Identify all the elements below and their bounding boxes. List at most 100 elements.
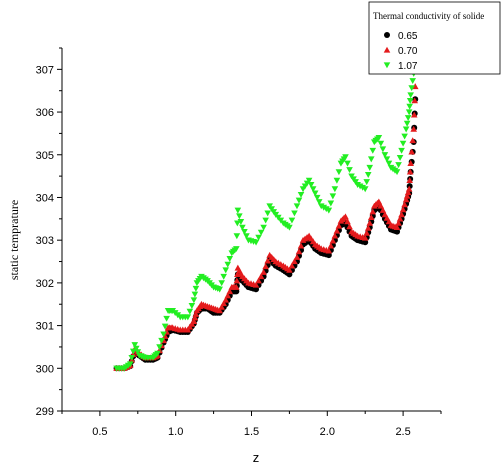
data-point: [233, 277, 241, 284]
data-point: [333, 227, 341, 234]
data-point: [364, 224, 372, 231]
data-point: [406, 98, 414, 104]
data-point: [252, 281, 260, 288]
data-point: [325, 247, 333, 254]
data-point: [192, 285, 200, 292]
data-point: [288, 217, 296, 224]
data-point: [239, 224, 246, 231]
y-tick-label: 304: [36, 192, 54, 204]
data-point: [297, 191, 305, 198]
data-point: [398, 147, 405, 154]
data-point: [407, 92, 414, 99]
data-point: [291, 258, 298, 265]
data-point: [377, 202, 385, 209]
data-point: [367, 214, 375, 221]
data-point: [286, 266, 293, 273]
legend-entries: 0.65 0.70 1.07: [383, 31, 418, 72]
data-point: [399, 140, 407, 147]
data-point: [327, 200, 335, 207]
data-point: [297, 242, 305, 249]
data-point: [184, 314, 192, 321]
data-point: [408, 85, 415, 92]
data-point: [406, 177, 413, 184]
data-point: [409, 137, 417, 144]
y-tick-label: 303: [36, 235, 54, 247]
data-point: [128, 354, 136, 361]
data-point: [188, 303, 196, 309]
data-point: [216, 286, 223, 293]
data-point: [161, 332, 169, 339]
data-point: [243, 233, 250, 240]
data-point: [383, 156, 391, 163]
data-point: [381, 152, 389, 159]
data-point: [262, 263, 269, 270]
data-point: [346, 167, 353, 174]
data-point: [134, 349, 142, 356]
legend-marker-0.65: [384, 32, 390, 38]
data-point: [255, 277, 262, 284]
data-point: [331, 186, 339, 193]
data-point: [325, 207, 333, 214]
data-point: [233, 246, 240, 253]
data-point: [192, 310, 200, 317]
data-point: [218, 303, 225, 310]
data-point: [335, 222, 343, 229]
data-point: [329, 237, 337, 244]
data-point: [395, 162, 402, 169]
data-point: [191, 314, 199, 321]
legend-label-0.65: 0.65: [398, 31, 418, 42]
data-point: [406, 103, 413, 110]
y-tick-label: 305: [36, 150, 54, 162]
data-point: [293, 253, 301, 260]
data-point: [409, 78, 417, 85]
data-point: [255, 234, 262, 241]
data-point: [293, 203, 301, 210]
data-point: [286, 224, 293, 231]
data-point: [132, 345, 140, 352]
x-tick-label: 2.0: [320, 426, 335, 438]
data-point: [264, 210, 271, 217]
data-point: [366, 219, 374, 226]
y-tick-label: 301: [36, 321, 54, 333]
data-point: [158, 337, 165, 344]
legend-marker-1.07: [383, 62, 391, 69]
data-point: [156, 344, 163, 351]
data-point: [361, 186, 369, 193]
data-point: [161, 323, 169, 330]
data-point: [226, 288, 234, 295]
data-point: [220, 300, 228, 307]
data-point: [327, 242, 335, 249]
data-point: [329, 193, 337, 200]
data-point: [305, 177, 313, 184]
x-tick-label: 1.0: [168, 426, 183, 438]
data-point: [375, 135, 383, 141]
legend-box: [368, 1, 501, 75]
data-point: [401, 201, 408, 208]
data-point: [396, 215, 404, 222]
data-point: [311, 190, 319, 197]
data-point: [379, 146, 387, 153]
y-tick-label: 300: [36, 363, 54, 375]
data-point: [410, 125, 418, 132]
data-point: [186, 308, 194, 315]
series-0.70: [113, 83, 419, 371]
data-point: [366, 164, 374, 171]
data-point: [234, 207, 242, 214]
data-point: [126, 361, 134, 368]
data-points-group: [113, 58, 419, 372]
data-point: [344, 218, 351, 225]
data-point: [342, 154, 349, 161]
y-tick-label: 302: [36, 278, 54, 290]
data-point: [342, 213, 349, 220]
data-point: [399, 206, 407, 213]
data-point: [160, 331, 167, 338]
x-tick-label: 1.5: [244, 426, 259, 438]
data-point: [407, 160, 414, 166]
data-point: [406, 168, 414, 175]
data-point: [335, 169, 343, 176]
data-point: [404, 115, 412, 122]
data-point: [190, 318, 198, 324]
data-point: [257, 229, 265, 236]
